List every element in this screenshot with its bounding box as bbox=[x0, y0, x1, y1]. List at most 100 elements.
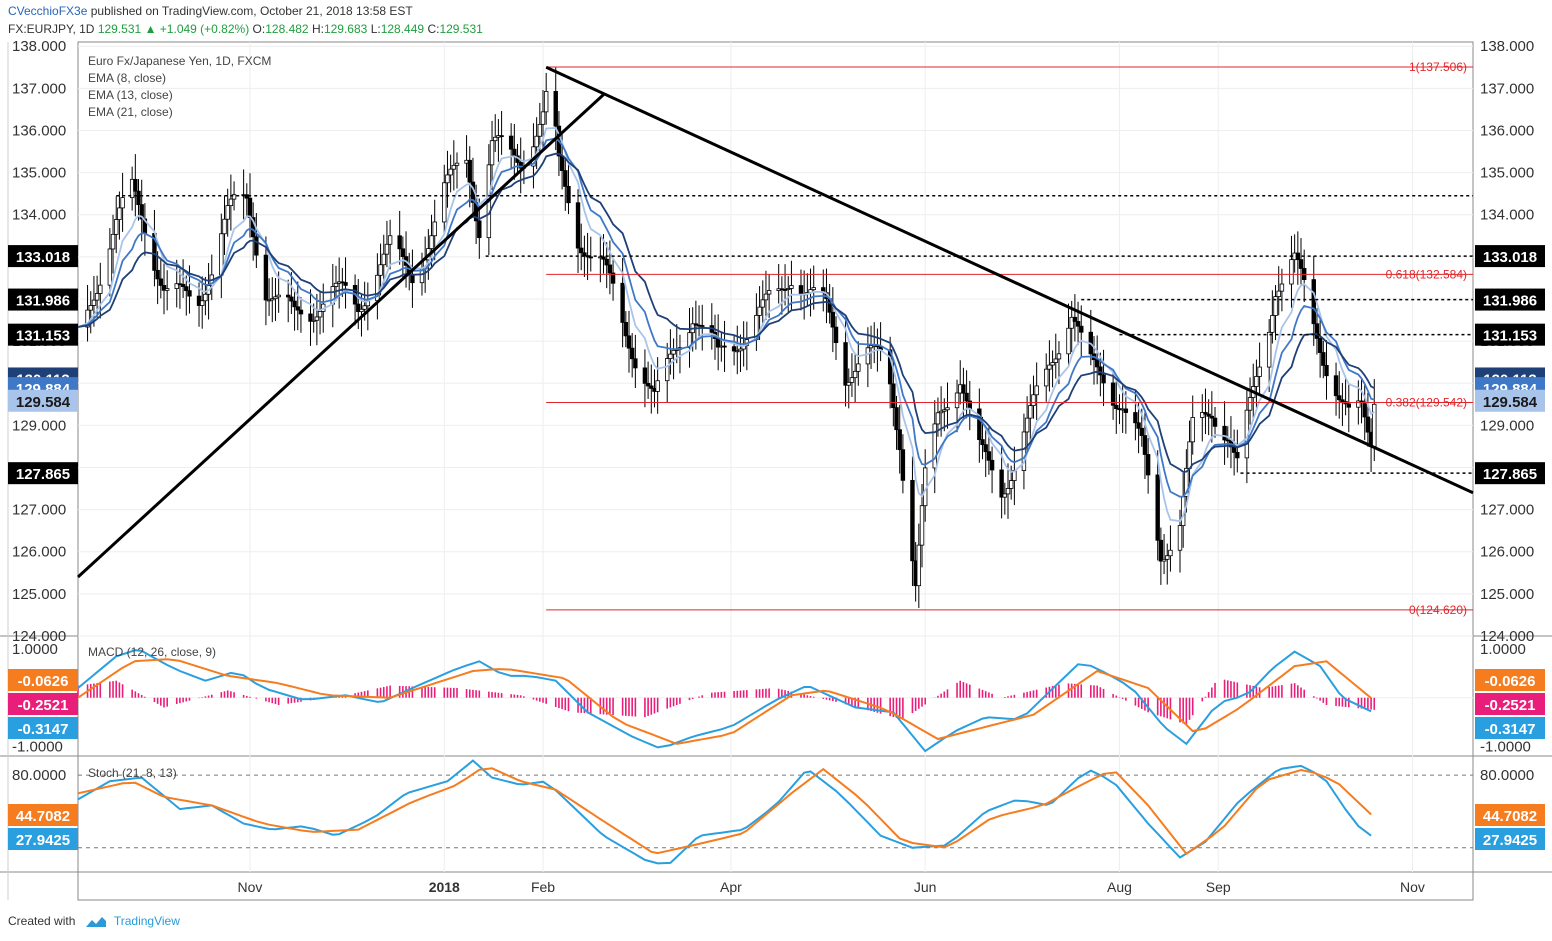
y-tick-label-left: 129.000 bbox=[12, 417, 66, 434]
stoch-title: Stoch (21, 8, 13) bbox=[88, 766, 177, 780]
candle-body bbox=[1247, 397, 1253, 411]
candle-body bbox=[1209, 415, 1215, 419]
candle-body bbox=[932, 423, 937, 469]
candle-body bbox=[610, 272, 616, 284]
candle-body bbox=[359, 308, 364, 313]
candle-body bbox=[273, 296, 278, 300]
candle-body bbox=[760, 299, 765, 308]
candle-body bbox=[343, 282, 348, 286]
candle-body bbox=[508, 135, 514, 150]
candle-body bbox=[938, 410, 944, 414]
candle-body bbox=[1047, 364, 1052, 370]
stoch-k-line bbox=[77, 759, 1372, 865]
candle-body bbox=[1333, 375, 1339, 397]
candle-body bbox=[623, 322, 629, 337]
candle-body bbox=[731, 346, 737, 352]
candle-body bbox=[1066, 327, 1071, 355]
stoch-label-right-bg bbox=[1475, 828, 1545, 850]
candle-body bbox=[1362, 401, 1367, 418]
candle-body bbox=[964, 392, 969, 402]
ema-13-line bbox=[77, 137, 1375, 498]
candle-body bbox=[534, 135, 539, 148]
candle-body bbox=[588, 256, 593, 259]
candle-body bbox=[445, 174, 450, 184]
candle-body bbox=[633, 358, 638, 369]
candle-body bbox=[512, 148, 517, 157]
candle-body bbox=[1024, 417, 1030, 433]
low-label: L: bbox=[370, 22, 381, 36]
macd-tick-left: 1.0000 bbox=[12, 641, 58, 658]
candle-body bbox=[499, 135, 504, 138]
candle-body bbox=[1311, 279, 1316, 325]
candle-body bbox=[1056, 353, 1062, 360]
candle-body bbox=[139, 204, 144, 220]
candle-body bbox=[1314, 323, 1320, 339]
candle-body bbox=[308, 313, 313, 322]
price-label-right-bg bbox=[1475, 389, 1545, 412]
price-label-right: 127.865 bbox=[1483, 466, 1537, 483]
candle-body bbox=[289, 296, 294, 302]
high-value: 129.683 bbox=[323, 22, 368, 36]
candle-body bbox=[477, 220, 482, 239]
candle-body bbox=[266, 299, 272, 302]
candle-body bbox=[766, 290, 772, 295]
candle-body bbox=[642, 367, 648, 384]
candle-body bbox=[1053, 358, 1058, 363]
candle-body bbox=[649, 385, 654, 389]
y-tick-label-left: 127.000 bbox=[12, 502, 66, 519]
candle-body bbox=[986, 451, 992, 461]
y-tick-label-right: 137.000 bbox=[1480, 80, 1534, 97]
x-tick-label: Apr bbox=[720, 879, 742, 895]
price-label-left: 129.584 bbox=[16, 394, 71, 411]
trendline bbox=[76, 93, 605, 579]
price-label-right-bg bbox=[1475, 462, 1545, 485]
candle-body bbox=[945, 407, 950, 411]
tradingview-brand[interactable]: TradingView bbox=[113, 914, 180, 928]
candle-body bbox=[400, 248, 406, 258]
candle-body bbox=[180, 283, 186, 288]
price-label-right-bg bbox=[1475, 245, 1545, 268]
candle-body bbox=[1359, 400, 1364, 403]
stoch-label-right: 44.7082 bbox=[1483, 808, 1537, 825]
candle-body bbox=[856, 363, 861, 372]
macd-label-left-bg bbox=[8, 717, 78, 739]
macd-label-right: -0.3147 bbox=[1485, 721, 1536, 738]
candle-body bbox=[493, 136, 498, 142]
candle-body bbox=[1079, 325, 1084, 333]
fib-level-label: 0.382(129.542) bbox=[1386, 396, 1467, 410]
candle-body bbox=[356, 303, 361, 313]
ema-21-line bbox=[77, 152, 1375, 473]
candle-body bbox=[757, 306, 762, 316]
candle-body bbox=[117, 207, 122, 220]
candle-body bbox=[607, 264, 613, 274]
candle-body bbox=[1133, 412, 1138, 424]
x-tick-label: Nov bbox=[238, 879, 263, 895]
candle-body bbox=[935, 412, 941, 425]
candle-body bbox=[563, 170, 568, 187]
x-tick-label: Sep bbox=[1206, 879, 1231, 895]
candle-body bbox=[451, 164, 457, 170]
candle-body bbox=[1289, 259, 1294, 285]
candle-body bbox=[1123, 408, 1129, 413]
candle-body bbox=[1346, 403, 1351, 408]
candle-body bbox=[1165, 555, 1170, 560]
open-label: O: bbox=[252, 22, 266, 36]
candle-body bbox=[432, 221, 437, 237]
candle-body bbox=[442, 182, 447, 223]
fib-level-label: 1(137.506) bbox=[1409, 60, 1467, 74]
candle-body bbox=[91, 299, 97, 306]
candle-body bbox=[454, 162, 460, 166]
up-triangle-icon: ▲ bbox=[144, 22, 157, 36]
macd-label-right-bg bbox=[1475, 717, 1545, 739]
candle-body bbox=[1031, 394, 1036, 406]
price-label-left: 131.153 bbox=[16, 328, 70, 345]
candle-body bbox=[1158, 539, 1164, 562]
candle-body bbox=[1050, 362, 1055, 366]
candle-body bbox=[1155, 474, 1160, 541]
y-tick-label-left: 135.000 bbox=[12, 165, 66, 182]
macd-label-left: -0.0626 bbox=[18, 673, 69, 690]
price-label-left: 127.865 bbox=[16, 466, 70, 483]
author-link[interactable]: CVecchioFX3e bbox=[8, 4, 88, 18]
legend-entry: Euro Fx/Japanese Yen, 1D, FXCM bbox=[88, 54, 271, 68]
